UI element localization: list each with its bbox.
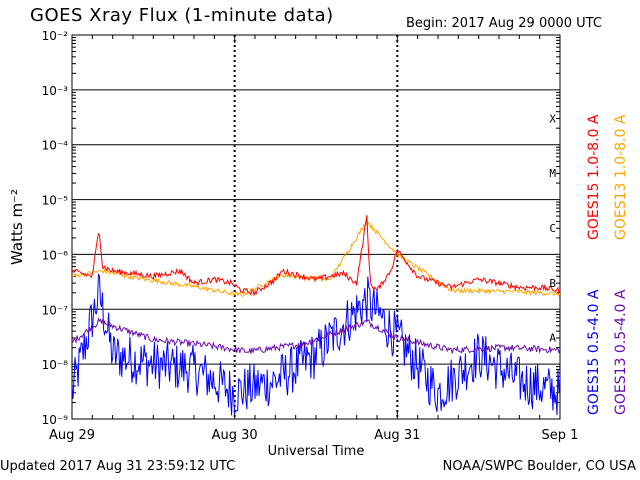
x-tick-label: Aug 30 [212,428,258,443]
y-tick-label: 10⁻⁴ [42,139,69,153]
x-tick-label: Aug 29 [49,428,95,443]
series-line-0 [71,215,561,297]
y-tick-label: 10⁻³ [42,84,69,98]
flare-class-label: X [549,112,556,125]
x-axis-label: Universal Time [268,444,365,459]
y-tick-label: 10⁻⁹ [42,413,69,427]
series-line-3 [71,317,561,354]
legend-label: GOES13 1.0-8.0 A [613,114,629,240]
legend-label: GOES15 0.5-4.0 A [586,289,602,415]
flare-class-label: A [549,332,556,345]
y-tick-label: 10⁻² [42,29,69,43]
series-line-1 [71,220,561,298]
flare-class-label: B [549,277,556,290]
y-tick-label: 10⁻⁸ [42,358,69,372]
credit-label: NOAA/SWPC Boulder, CO USA [442,459,636,474]
legend-label: GOES15 1.0-8.0 A [586,114,602,240]
begin-timestamp: Begin: 2017 Aug 29 0000 UTC [406,16,602,31]
updated-timestamp: Updated 2017 Aug 31 23:59:12 UTC [0,459,236,474]
flare-class-label: C [549,222,556,235]
legend-label: GOES13 0.5-4.0 A [613,289,629,415]
y-tick-label: 10⁻⁷ [42,303,69,317]
x-tick-label: Aug 31 [374,428,420,443]
x-tick-label: Sep 1 [542,428,579,443]
y-tick-label: 10⁻⁶ [42,248,69,262]
flare-class-label: M [549,167,556,180]
series-line-2 [71,273,561,416]
y-axis-label: Watts m⁻² [8,189,26,265]
y-tick-label: 10⁻⁵ [42,194,69,208]
chart-title: GOES Xray Flux (1-minute data) [30,5,334,26]
